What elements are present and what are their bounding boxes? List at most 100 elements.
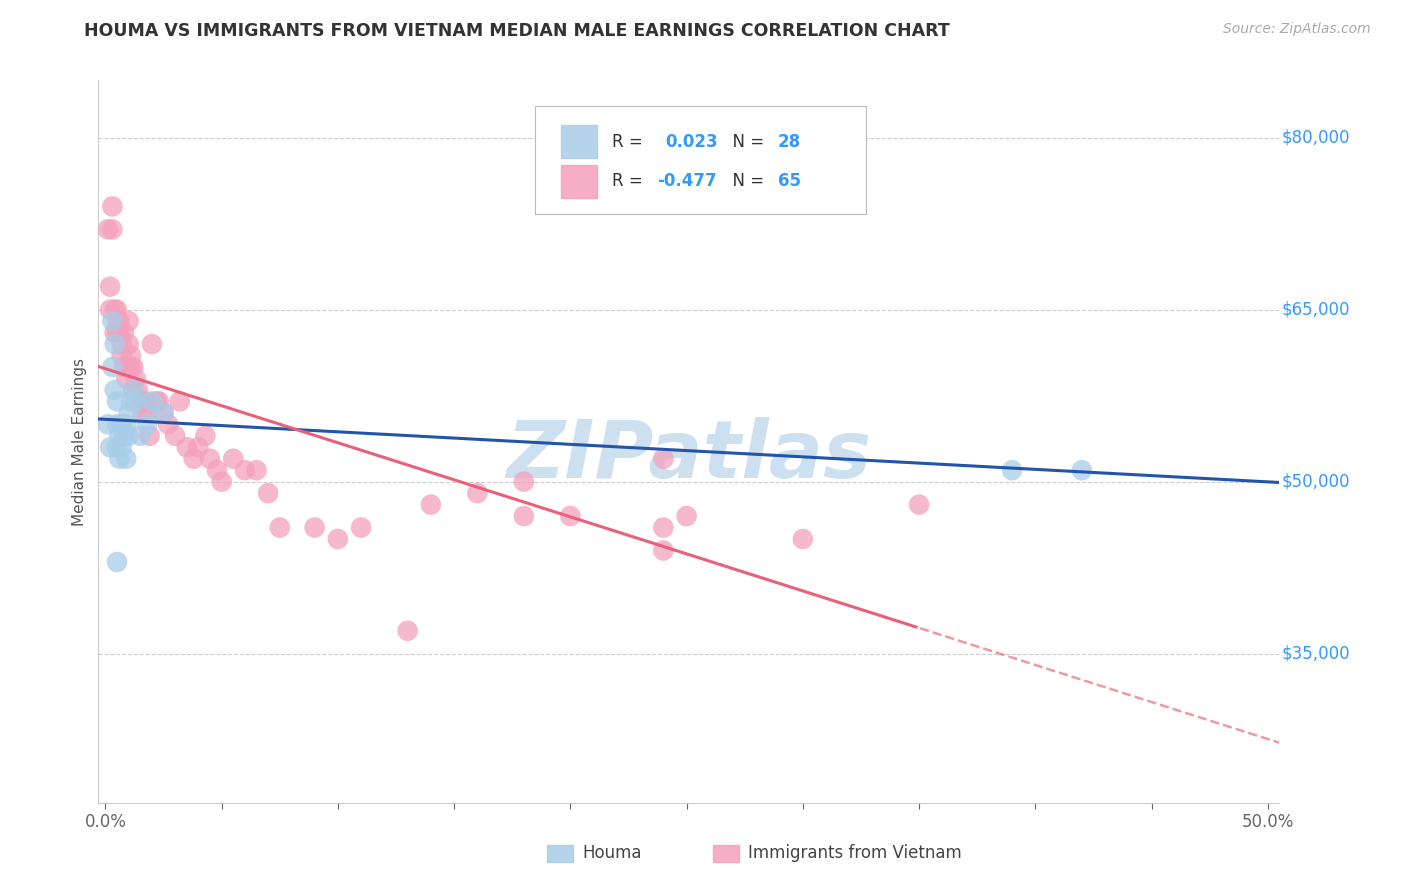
Point xyxy=(131,406,153,420)
Point xyxy=(222,451,245,466)
Text: HOUMA VS IMMIGRANTS FROM VIETNAM MEDIAN MALE EARNINGS CORRELATION CHART: HOUMA VS IMMIGRANTS FROM VIETNAM MEDIAN … xyxy=(84,22,950,40)
Point xyxy=(205,463,228,477)
Text: Source: ZipAtlas.com: Source: ZipAtlas.com xyxy=(1223,22,1371,37)
Text: N =: N = xyxy=(723,172,769,190)
Point xyxy=(560,509,582,524)
Point xyxy=(165,429,187,443)
Point xyxy=(97,417,120,432)
Point xyxy=(104,302,127,317)
Point xyxy=(104,337,127,351)
Point xyxy=(187,440,209,454)
Point xyxy=(108,451,131,466)
Point xyxy=(169,394,191,409)
Point xyxy=(108,429,131,443)
Bar xyxy=(561,165,596,198)
Point xyxy=(112,326,135,340)
Point xyxy=(183,451,205,466)
Point xyxy=(97,222,120,236)
Point xyxy=(122,383,145,397)
Point xyxy=(105,326,128,340)
Point xyxy=(350,520,373,534)
Point xyxy=(396,624,419,638)
Text: $80,000: $80,000 xyxy=(1282,128,1350,146)
Point xyxy=(1001,463,1024,477)
Point xyxy=(101,222,124,236)
Point xyxy=(194,429,217,443)
Point xyxy=(111,349,134,363)
Point xyxy=(108,326,131,340)
Point xyxy=(675,509,697,524)
Y-axis label: Median Male Earnings: Median Male Earnings xyxy=(72,358,87,525)
Point xyxy=(105,417,128,432)
Bar xyxy=(547,845,574,862)
Point xyxy=(105,440,128,454)
Point xyxy=(198,451,221,466)
Point xyxy=(269,520,291,534)
Point xyxy=(101,314,124,328)
Point xyxy=(157,417,180,432)
Point xyxy=(115,371,138,385)
Point xyxy=(152,406,174,420)
Point xyxy=(138,429,160,443)
Point xyxy=(145,394,167,409)
Point xyxy=(105,302,128,317)
Point xyxy=(152,406,174,420)
Text: $65,000: $65,000 xyxy=(1282,301,1350,318)
Point xyxy=(117,429,139,443)
Text: ZIPatlas: ZIPatlas xyxy=(506,417,872,495)
Point xyxy=(117,406,139,420)
Point xyxy=(129,394,152,409)
Point xyxy=(467,486,489,500)
Text: Houma: Houma xyxy=(582,845,643,863)
Point xyxy=(908,498,931,512)
Point xyxy=(115,451,138,466)
Point xyxy=(652,543,675,558)
Point xyxy=(105,394,128,409)
Point xyxy=(105,314,128,328)
Point xyxy=(129,429,152,443)
Point xyxy=(136,406,159,420)
Point xyxy=(304,520,326,534)
Point xyxy=(120,349,142,363)
Point xyxy=(141,394,163,409)
Point xyxy=(127,383,149,397)
Text: R =: R = xyxy=(612,172,648,190)
Point xyxy=(112,429,135,443)
Point xyxy=(141,337,163,351)
Point xyxy=(652,451,675,466)
Point xyxy=(136,417,159,432)
Point xyxy=(98,279,121,293)
Point xyxy=(245,463,267,477)
Point xyxy=(211,475,233,489)
Point xyxy=(134,394,156,409)
Point xyxy=(233,463,256,477)
Point xyxy=(111,417,134,432)
Point xyxy=(108,314,131,328)
Point xyxy=(124,394,146,409)
Text: -0.477: -0.477 xyxy=(657,172,717,190)
Point xyxy=(120,394,142,409)
Point xyxy=(122,383,145,397)
Point xyxy=(104,326,127,340)
Text: 0.023: 0.023 xyxy=(665,133,718,151)
Point xyxy=(124,371,146,385)
Point xyxy=(115,417,138,432)
Point xyxy=(120,359,142,374)
Text: $50,000: $50,000 xyxy=(1282,473,1350,491)
Text: 65: 65 xyxy=(778,172,800,190)
FancyBboxPatch shape xyxy=(536,105,866,214)
Point xyxy=(104,383,127,397)
Text: R =: R = xyxy=(612,133,654,151)
Text: 28: 28 xyxy=(778,133,800,151)
Point xyxy=(98,302,121,317)
Bar xyxy=(561,126,596,158)
Point xyxy=(112,359,135,374)
Point xyxy=(1070,463,1092,477)
Bar xyxy=(713,845,738,862)
Point xyxy=(111,440,134,454)
Point xyxy=(176,440,198,454)
Point xyxy=(111,337,134,351)
Point xyxy=(122,359,145,374)
Point xyxy=(101,359,124,374)
Point xyxy=(101,199,124,213)
